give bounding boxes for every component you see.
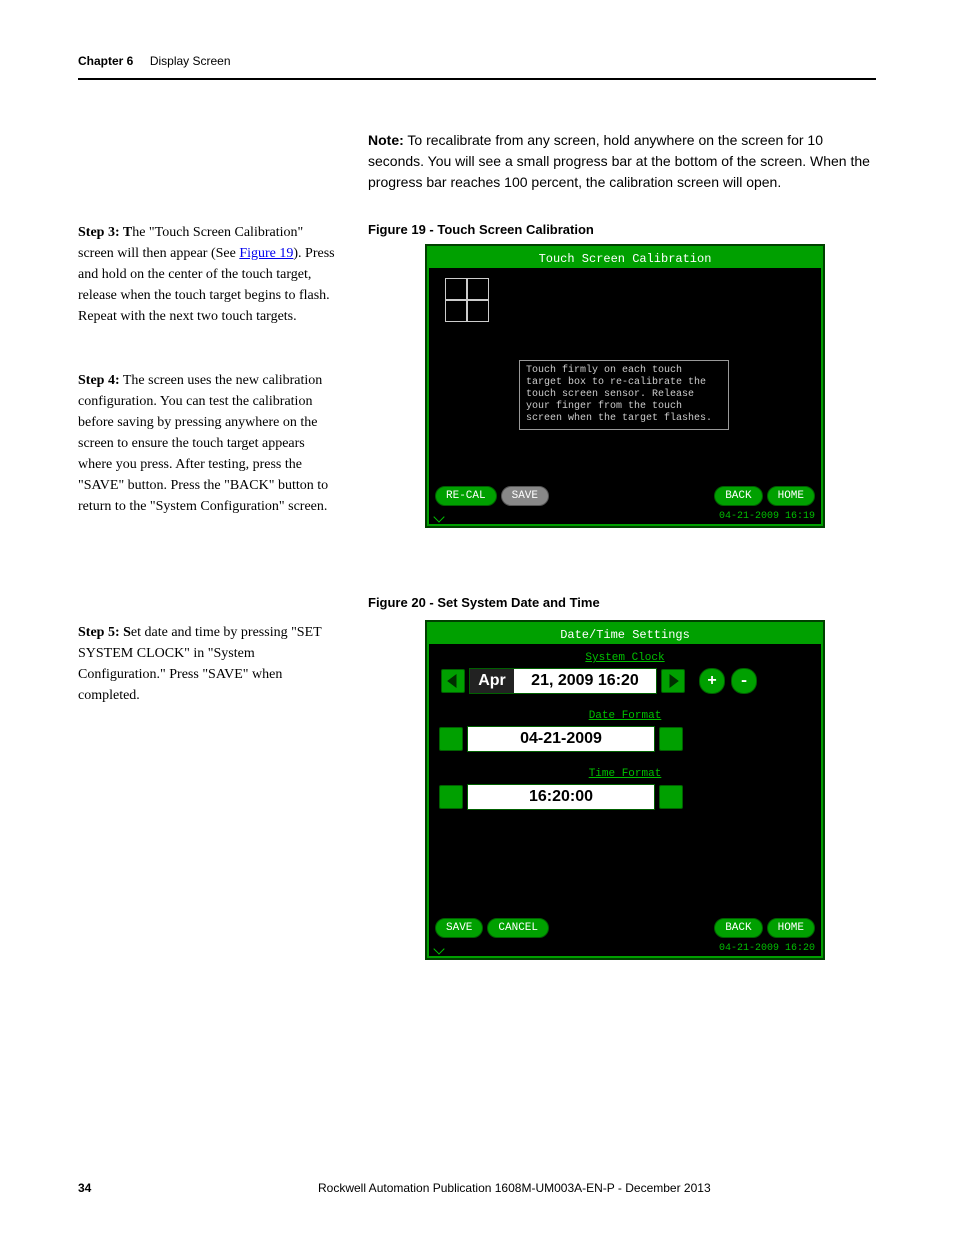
back-button[interactable]: BACK — [714, 918, 762, 938]
step-3-label: Step 3: T — [78, 225, 132, 240]
chapter-label: Chapter 6 — [78, 54, 133, 68]
step-5-label: Step 5: S — [78, 625, 131, 640]
page-number: 34 — [78, 1181, 318, 1195]
back-button[interactable]: BACK — [714, 486, 762, 506]
page-header: Chapter 6 Display Screen — [78, 52, 876, 80]
figure-20-caption: Figure 20 - Set System Date and Time — [368, 595, 600, 610]
note-label: Note: — [368, 132, 404, 148]
recal-button[interactable]: RE-CAL — [435, 486, 497, 506]
calibration-message: Touch firmly on each touch target box to… — [519, 360, 729, 430]
decrement-button[interactable]: - — [731, 668, 757, 694]
fig19-title: Touch Screen Calibration — [429, 248, 821, 268]
fig20-status-bar: 04-21-2009 16:20 — [429, 942, 821, 956]
step-4: Step 4: The screen uses the new calibrat… — [78, 370, 340, 517]
clock-month[interactable]: Apr — [470, 669, 514, 693]
time-format-value[interactable]: 16:20:00 — [467, 784, 655, 810]
system-clock-label: System Clock — [429, 644, 821, 666]
resize-handle-icon — [433, 511, 444, 522]
cancel-button[interactable]: CANCEL — [487, 918, 549, 938]
publication-info: Rockwell Automation Publication 1608M-UM… — [318, 1181, 876, 1195]
time-format-label: Time Format — [429, 754, 821, 782]
clock-prev-button[interactable] — [441, 669, 465, 693]
resize-handle-icon — [433, 943, 444, 954]
fig20-title: Date/Time Settings — [429, 624, 821, 644]
step-4-body: The screen uses the new calibration conf… — [78, 373, 328, 514]
note-block: Note: To recalibrate from any screen, ho… — [368, 130, 874, 193]
figure-20-screenshot: Date/Time Settings System Clock Apr 21, … — [425, 620, 825, 960]
figure-19-caption: Figure 19 - Touch Screen Calibration — [368, 222, 594, 237]
save-button[interactable]: SAVE — [435, 918, 483, 938]
increment-button[interactable]: + — [699, 668, 725, 694]
date-next-button[interactable] — [659, 727, 683, 751]
step-4-label: Step 4: — [78, 373, 120, 388]
fig20-timestamp: 04-21-2009 16:20 — [719, 943, 815, 954]
clock-rest[interactable]: 21, 2009 16:20 — [514, 669, 656, 693]
calibration-target-icon[interactable] — [445, 278, 491, 324]
home-button[interactable]: HOME — [767, 486, 815, 506]
clock-next-button[interactable] — [661, 669, 685, 693]
home-button[interactable]: HOME — [767, 918, 815, 938]
date-format-value[interactable]: 04-21-2009 — [467, 726, 655, 752]
time-next-button[interactable] — [659, 785, 683, 809]
step-3: Step 3: The "Touch Screen Calibration" s… — [78, 222, 340, 327]
figure-19-link[interactable]: Figure 19 — [239, 246, 293, 261]
fig19-status-bar: 04-21-2009 16:19 — [429, 510, 821, 524]
figure-19-screenshot: Touch Screen Calibration Touch firmly on… — [425, 244, 825, 528]
note-text: To recalibrate from any screen, hold any… — [368, 132, 870, 190]
save-button[interactable]: SAVE — [501, 486, 549, 506]
date-prev-button[interactable] — [439, 727, 463, 751]
fig19-button-bar: RE-CAL SAVE BACK HOME — [429, 482, 821, 510]
step-5: Step 5: Set date and time by pressing "S… — [78, 622, 340, 706]
fig19-timestamp: 04-21-2009 16:19 — [719, 511, 815, 522]
fig20-button-bar: SAVE CANCEL BACK HOME — [429, 914, 821, 942]
page-footer: 34 Rockwell Automation Publication 1608M… — [78, 1181, 876, 1195]
date-format-label: Date Format — [429, 696, 821, 724]
time-prev-button[interactable] — [439, 785, 463, 809]
section-label: Display Screen — [150, 54, 231, 68]
